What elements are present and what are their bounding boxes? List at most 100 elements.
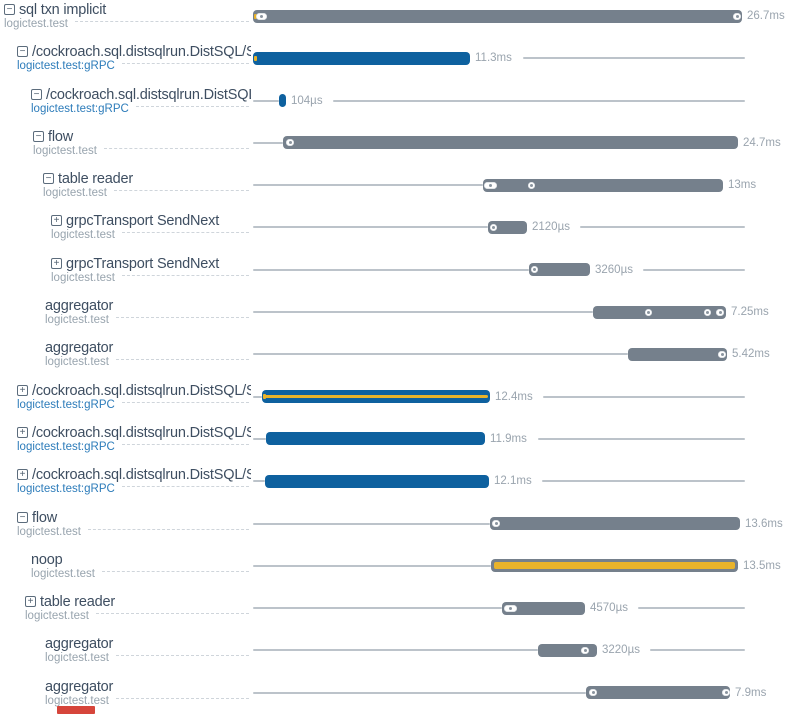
log-marker-dot xyxy=(647,310,650,314)
span-duration: 13.6ms xyxy=(745,517,783,530)
span-row[interactable]: 7.25ms aggregator logictest.test xyxy=(0,297,786,339)
collapse-icon[interactable]: − xyxy=(31,88,42,100)
span-bar[interactable] xyxy=(253,9,742,23)
span-duration: 7.25ms xyxy=(731,306,769,319)
span-timeline: 104µs xyxy=(0,86,786,128)
span-title-line: − flow xyxy=(33,129,251,145)
span-row[interactable]: 26.7ms − sql txn implicit logictest.test xyxy=(0,1,786,43)
span-row[interactable]: 13ms − table reader logictest.test xyxy=(0,170,786,212)
span-row[interactable]: 24.7ms − flow logictest.test xyxy=(0,128,786,170)
span-labels: − sql txn implicit logictest.test xyxy=(0,2,251,31)
span-bar[interactable] xyxy=(529,263,590,277)
span-subtitle: logictest.test:gRPC xyxy=(17,60,115,73)
span-bar[interactable] xyxy=(593,305,726,319)
log-marker xyxy=(490,223,497,231)
span-subtitle-line: logictest.test xyxy=(51,272,251,285)
span-subtitle: logictest.test xyxy=(45,652,109,665)
log-marker-dot xyxy=(509,606,512,610)
leader-dashed-line xyxy=(121,63,249,65)
span-bar[interactable] xyxy=(483,178,723,192)
log-marker xyxy=(716,308,724,316)
span-timeline: 13ms xyxy=(0,170,786,212)
span-bar[interactable] xyxy=(279,94,286,108)
span-extent-line xyxy=(333,99,745,102)
span-timeline: 7.25ms xyxy=(0,297,786,339)
span-bar[interactable] xyxy=(490,517,740,531)
expand-icon[interactable]: + xyxy=(17,469,28,481)
collapse-icon[interactable]: − xyxy=(17,46,28,58)
span-row[interactable]: 2120µs + grpcTransport SendNext logictest.t… xyxy=(0,212,786,254)
span-extent-line xyxy=(542,480,745,483)
span-title: noop xyxy=(31,551,63,568)
leader-dashed-line xyxy=(121,443,249,445)
span-title-line: aggregator xyxy=(45,340,251,356)
span-timeline: 3260µs xyxy=(0,255,786,297)
span-title: aggregator xyxy=(45,298,114,315)
span-bar[interactable] xyxy=(265,474,489,488)
collapse-icon[interactable]: − xyxy=(4,4,15,15)
span-bar[interactable] xyxy=(502,601,585,615)
span-title: aggregator xyxy=(45,678,114,695)
span-row[interactable]: 11.9ms + /cockroach.sql.distsqlrun.DistSQL… xyxy=(0,424,786,466)
span-subtitle-line: logictest.test xyxy=(4,18,251,31)
span-row[interactable]: 11.3ms −/cockroach.sql.distsqlrun.DistSQL… xyxy=(0,43,786,85)
span-bar[interactable] xyxy=(253,51,470,65)
log-marker xyxy=(492,520,500,528)
log-marker-dot xyxy=(492,225,495,229)
span-bar[interactable] xyxy=(262,390,490,404)
log-marker-dot xyxy=(533,268,536,272)
span-bar[interactable] xyxy=(628,347,727,361)
span-row[interactable]: 104µs −/cockroach.sql.distsqlrun.DistSQL/… xyxy=(0,86,786,128)
span-bar[interactable] xyxy=(586,686,730,700)
span-duration: 24.7ms xyxy=(743,136,781,149)
span-subtitle-line: logictest.test:gRPC xyxy=(17,483,251,496)
span-timeline: 4570µs xyxy=(0,593,786,635)
span-row[interactable]: 13.5ms noop logictest.test xyxy=(0,551,786,593)
expand-icon[interactable]: + xyxy=(17,426,28,438)
expand-icon[interactable]: + xyxy=(51,257,62,269)
span-row[interactable]: 13.6ms − flow logictest.test xyxy=(0,509,786,551)
span-row[interactable]: 3260µs + grpcTransport SendNext logictest.t… xyxy=(0,255,786,297)
span-row[interactable]: 12.1ms + /cockroach.sql.distsqlrun.DistSQL… xyxy=(0,466,786,508)
span-extent-line xyxy=(580,226,745,229)
log-marker-dot xyxy=(530,183,533,187)
span-bar[interactable] xyxy=(488,220,527,234)
expand-icon[interactable]: + xyxy=(25,596,36,608)
span-duration: 3220µs xyxy=(602,644,640,657)
span-extent-line xyxy=(253,564,491,567)
leader-dashed-line xyxy=(113,190,249,192)
span-extent-line xyxy=(253,607,502,610)
span-labels: + /cockroach.sql.distsqlrun.DistSQL/Set lo… xyxy=(0,425,251,454)
collapse-icon[interactable]: − xyxy=(17,511,28,523)
expand-icon[interactable]: + xyxy=(51,215,62,227)
span-extent-line xyxy=(253,311,593,314)
span-title-line: aggregator xyxy=(45,298,251,314)
log-marker-dot xyxy=(494,522,498,526)
span-row[interactable]: 3220µs aggregator logictest.test xyxy=(0,635,786,677)
span-subtitle-line: logictest.test xyxy=(25,610,251,623)
span-row[interactable]: 12.4ms + /cockroach.sql.distsqlrun.DistSQL… xyxy=(0,382,786,424)
leader-dashed-line xyxy=(135,105,249,107)
span-row[interactable]: 5.42ms aggregator logictest.test xyxy=(0,339,786,381)
collapse-icon[interactable]: − xyxy=(43,173,54,185)
log-marker xyxy=(581,646,589,654)
start-tick xyxy=(254,13,257,19)
span-row[interactable]: 4570µs + table reader logictest.test xyxy=(0,593,786,635)
expand-icon[interactable]: + xyxy=(17,384,28,396)
span-duration: 11.9ms xyxy=(490,432,527,445)
span-title: /cockroach.sql.distsqlrun.DistSQL/Set xyxy=(32,424,251,441)
span-subtitle-line: logictest.test xyxy=(17,526,251,539)
span-bar[interactable] xyxy=(491,559,738,573)
span-labels: −/cockroach.sql.distsqlrun.DistSQL/S logi… xyxy=(0,87,251,116)
leader-dashed-line xyxy=(74,21,249,22)
span-subtitle-line: logictest.test xyxy=(45,652,251,665)
span-title-line: + /cockroach.sql.distsqlrun.DistSQL/Set xyxy=(17,425,251,441)
span-title-line: − table reader xyxy=(43,171,251,187)
span-labels: − flow logictest.test xyxy=(0,129,251,158)
span-row[interactable]: 7.9ms aggregator logictest.test xyxy=(0,678,786,720)
log-marker-dot xyxy=(260,14,263,18)
span-bar[interactable] xyxy=(266,432,485,446)
collapse-icon[interactable]: − xyxy=(33,130,44,142)
span-extent-line xyxy=(253,649,538,652)
span-bar[interactable] xyxy=(283,136,738,150)
